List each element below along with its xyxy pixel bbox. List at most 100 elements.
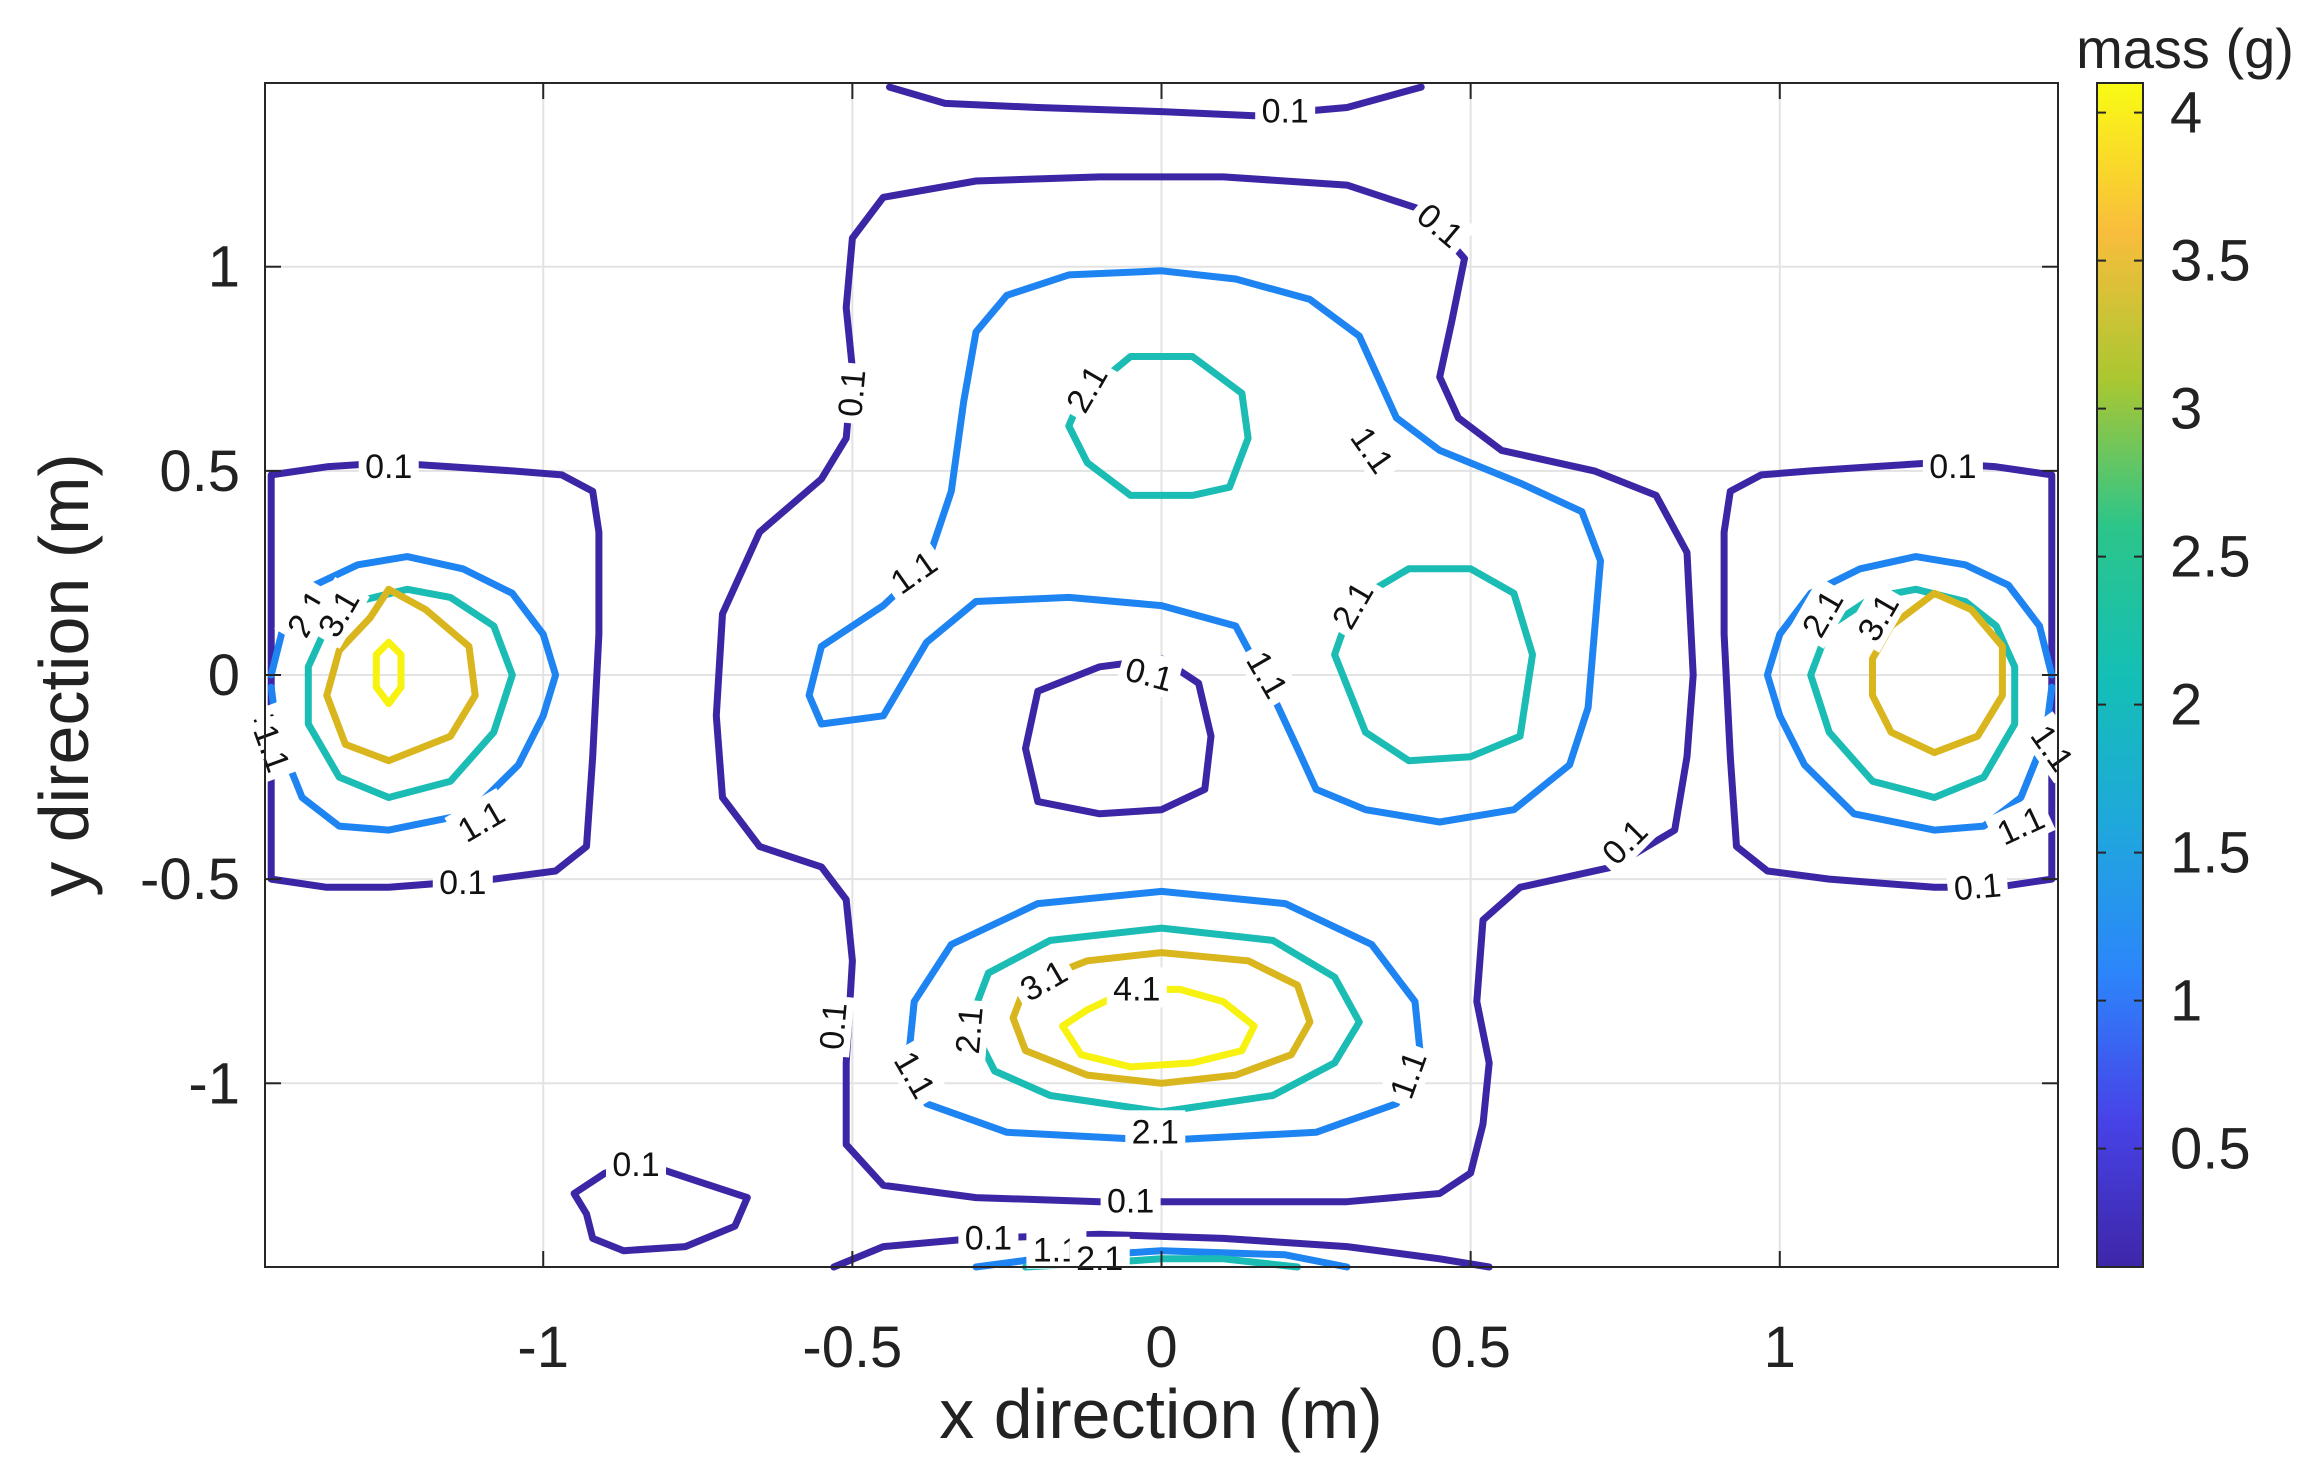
contour-line-0-1	[267, 459, 603, 891]
y-tick-labels: 1 0.5 0 -0.5 -1	[140, 235, 240, 1117]
x-tick-label: -0.5	[802, 1315, 902, 1380]
contour-label-background	[1789, 576, 1854, 649]
contour-label-text: 0.1	[439, 864, 486, 902]
contour-line-0-1	[712, 173, 1697, 1206]
contour-label: 0.1	[827, 361, 873, 425]
colorbar-tick-label: 2.5	[2170, 525, 2251, 590]
contour-label-background	[1069, 1236, 1130, 1277]
contour-label-text: 0.1	[365, 448, 412, 486]
contour-label-text: 2.1	[1076, 1240, 1123, 1278]
contour-label-background	[358, 444, 419, 485]
contour-label: 3.1	[305, 576, 370, 649]
contour-label-background	[1053, 352, 1118, 425]
y-tick-label: -0.5	[140, 847, 240, 912]
contour-line-2-1	[304, 585, 516, 801]
contour-label-background	[1588, 805, 1660, 877]
contour-label-background	[877, 537, 950, 605]
contour-label: 0.1	[1255, 89, 1316, 131]
contour-line-1-1	[972, 1247, 1351, 1271]
colorbar-tick-label: 3	[2170, 377, 2202, 442]
y-tick-label: 0	[208, 643, 240, 708]
contour-line-1-1	[805, 267, 1604, 826]
contour-label: 0.1	[606, 1142, 666, 1184]
contour-label: 0.1	[358, 444, 419, 486]
contour-label: 0.1	[432, 861, 493, 902]
contour-label-text: 0.1	[831, 368, 873, 418]
contour-label: 2.1	[1069, 1236, 1130, 1278]
contour-label-background	[1007, 947, 1079, 1012]
contour-label-background	[1319, 568, 1384, 641]
contour-label-background	[1339, 413, 1407, 486]
contour-label-background	[1125, 1110, 1186, 1151]
contour-label-background	[606, 1142, 666, 1183]
contour-label: 2.1	[1125, 1110, 1186, 1151]
contour-label: 1.1	[444, 787, 517, 853]
plot-area: 0.12.13.11.11.10.10.10.10.12.11.11.12.10…	[244, 82, 2088, 1278]
contour-label-background	[244, 712, 303, 783]
colorbar-tick-label: 0.5	[2170, 1117, 2251, 1182]
contour-label-text: 0.1	[1262, 93, 1309, 131]
colorbar-ticks: 4 3.5 3 2.5 2 1.5 1 0.5	[2097, 81, 2251, 1182]
colorbar-tick-label: 1	[2170, 969, 2202, 1034]
contour-label-text: 0.1	[813, 1001, 855, 1051]
contour-label-background	[432, 861, 493, 902]
x-tick-label: 0	[1145, 1315, 1177, 1380]
contour-label-text: 0.1	[1929, 448, 1976, 486]
contour-label: 0.1	[809, 994, 855, 1058]
contour-line-2-1	[966, 924, 1363, 1116]
contour-label-background	[958, 1216, 1019, 1257]
contour-label-background	[1377, 1039, 1436, 1110]
y-tick-label: -1	[188, 1051, 240, 1116]
contour-label-text: 0.1	[1952, 866, 2002, 908]
contour-label-text: 2.1	[1132, 1113, 1179, 1151]
contour-label-background	[305, 576, 370, 649]
contour-label-text: 0.1	[1107, 1183, 1154, 1221]
contour-label-text: 2.1	[949, 1005, 991, 1055]
contour-line-2-1	[1331, 565, 1536, 765]
contour-label-background	[444, 787, 517, 853]
colorbar-title: mass (g)	[2076, 17, 2294, 80]
colorbar: 4 3.5 3 2.5 2 1.5 1 0.5 mass (g)	[2076, 17, 2294, 1268]
contour-label: 0.1	[958, 1216, 1019, 1257]
contour-line-3-1	[323, 585, 479, 765]
contour-line-1-1	[904, 887, 1425, 1144]
contour-label-background	[2019, 711, 2088, 784]
colorbar-tick-label: 1.5	[2170, 821, 2251, 886]
contour-label-background	[883, 1038, 949, 1111]
contour-label-background	[945, 998, 991, 1062]
contour-line-3-1	[1009, 949, 1314, 1087]
colorbar-tick-label: 3.5	[2170, 229, 2251, 294]
contour-label-background	[1255, 89, 1316, 130]
colorbar-tick-label: 2	[2170, 673, 2202, 738]
x-tick-labels: -1 -0.5 0 0.5 1	[517, 1315, 1795, 1380]
contour-label-background	[1115, 645, 1184, 701]
contour-label: 0.1	[1945, 862, 2010, 908]
colorbar-gradient	[2096, 82, 2144, 1268]
contour-label-background	[1844, 580, 1910, 653]
y-axis-title: y direction (m)	[25, 453, 103, 896]
contour-line-4-1	[372, 638, 405, 708]
contour-label-background	[827, 361, 873, 425]
contour-line-0-1	[886, 83, 1425, 120]
x-tick-label: 1	[1764, 1315, 1796, 1380]
x-tick-label: 0.5	[1430, 1315, 1511, 1380]
axis-ticks	[265, 83, 2058, 1267]
contour-label-background	[1922, 444, 1983, 485]
contour-label: 0.1	[1115, 645, 1184, 701]
contour-label: 1.1	[883, 1038, 949, 1111]
x-tick-label: -1	[517, 1315, 569, 1380]
contour-label-text: 0.1	[612, 1146, 659, 1184]
contour-label-background	[1100, 1179, 1161, 1220]
contour-label: 0.1	[1100, 1179, 1161, 1221]
contour-label-text: 4.1	[1113, 970, 1160, 1008]
contour-label-text: 0.1	[965, 1219, 1012, 1257]
y-tick-label: 1	[208, 235, 240, 300]
contour-label-background	[809, 994, 855, 1058]
contour-label: 2.1	[945, 998, 991, 1062]
colorbar-tick-label: 4	[2170, 81, 2202, 146]
x-axis-title: x direction (m)	[939, 1375, 1382, 1453]
contour-label-background	[1945, 862, 2010, 908]
contour-label-background	[1405, 189, 1477, 259]
contour-line-0-1	[830, 1230, 1493, 1271]
